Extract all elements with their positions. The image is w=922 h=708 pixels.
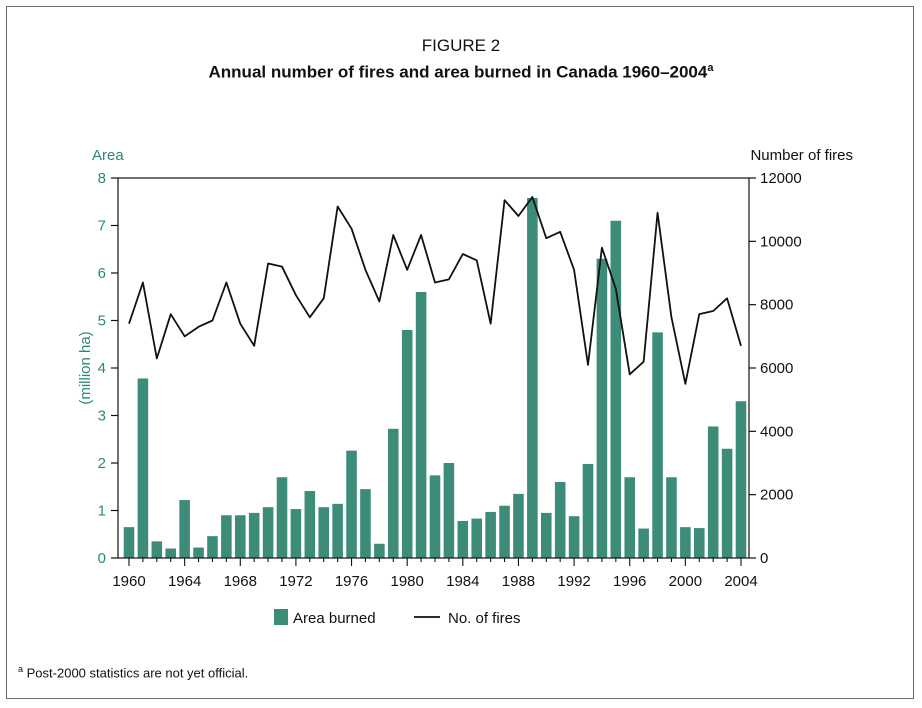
bar-1978 [374, 543, 385, 558]
bar-1983 [443, 463, 455, 558]
right-tick-label: 2000 [760, 487, 793, 504]
figure-frame [6, 6, 914, 699]
legend-area-burned-swatch [274, 609, 288, 625]
fires-line [128, 196, 742, 385]
bar-2001 [693, 528, 705, 558]
x-tick-label: 1984 [446, 573, 479, 590]
figure-title-footnote-marker: a [707, 62, 714, 74]
bar-1990 [540, 512, 552, 559]
x-tick-label: 1988 [502, 573, 535, 590]
left-tick-label: 3 [98, 408, 106, 425]
bar-1966 [207, 536, 218, 558]
x-tick-label: 1980 [390, 573, 423, 590]
left-tick-label: 5 [98, 313, 106, 330]
figure-title: Annual number of fires and area burned i… [0, 62, 922, 83]
left-axis-side-label: (million ha) [77, 331, 94, 404]
bar-1964 [179, 500, 190, 558]
bar-1987 [499, 505, 510, 558]
legend: Area burned No. of fires [274, 609, 521, 627]
bar-1974 [318, 507, 330, 558]
bar-1982 [429, 475, 441, 558]
left-tick-label: 1 [98, 503, 106, 520]
right-tick-label: 6000 [760, 360, 793, 377]
bar-1988 [513, 493, 524, 559]
bar-1994 [596, 258, 608, 558]
left-tick-label: 2 [98, 455, 106, 472]
x-axis: 1960 1964 1968 1972 1976 1980 1984 1988 1992 1996… [112, 558, 758, 590]
bar-1986 [485, 511, 496, 558]
x-tick-label: 2000 [669, 573, 702, 590]
x-tick-label: 1992 [557, 573, 590, 590]
bar-1961 [137, 378, 149, 558]
bar-1963 [165, 548, 177, 558]
bar-1979 [387, 428, 399, 558]
bar-2004 [735, 401, 747, 558]
right-axis: 0 2000 4000 6000 8000 10000 12000 [749, 170, 802, 567]
bar-1970 [262, 507, 274, 558]
bar-1962 [151, 541, 163, 559]
bar-2003 [721, 448, 733, 558]
left-tick-label: 4 [98, 360, 106, 377]
left-axis: 0 1 2 3 4 5 6 7 8 [98, 170, 118, 567]
bar-1999 [666, 477, 677, 558]
bar-1960 [123, 527, 135, 559]
left-tick-label: 7 [98, 218, 106, 235]
right-tick-label: 8000 [760, 297, 793, 314]
bar-1985 [471, 518, 483, 558]
bar-2002 [707, 426, 719, 558]
bar-1992 [568, 516, 580, 558]
figure-label: FIGURE 2 [421, 36, 501, 55]
right-tick-label: 0 [760, 550, 768, 567]
bar-2000 [680, 527, 691, 559]
x-tick-label: 1972 [279, 573, 312, 590]
right-tick-label: 12000 [760, 170, 802, 187]
bar-1968 [234, 515, 246, 558]
footnote-marker: a [18, 664, 24, 674]
bar-1972 [290, 509, 302, 558]
bar-1981 [415, 292, 427, 558]
bar-1977 [360, 489, 371, 559]
bar-1967 [221, 515, 232, 558]
bar-1965 [193, 547, 204, 558]
right-tick-label: 4000 [760, 423, 793, 440]
bar-1984 [457, 520, 469, 558]
figure-title-text: Annual number of fires and area burned i… [208, 62, 708, 82]
bar-1997 [638, 528, 649, 558]
x-tick-label: 1996 [613, 573, 646, 590]
left-tick-label: 6 [98, 265, 106, 282]
legend-fires-label: No. of fires [448, 610, 521, 627]
bar-1995 [610, 220, 622, 558]
bar-1998 [652, 332, 663, 559]
bar-1980 [401, 330, 413, 558]
bar-1976 [346, 450, 357, 558]
x-tick-label: 1964 [168, 573, 201, 590]
left-tick-label: 8 [98, 170, 106, 187]
bar-1973 [304, 491, 316, 558]
footnote: a Post-2000 statistics are not yet offic… [18, 664, 248, 680]
x-tick-label: 1976 [335, 573, 368, 590]
bar-1996 [624, 477, 636, 558]
x-tick-label: 1960 [112, 573, 145, 590]
right-tick-label: 10000 [760, 233, 802, 250]
bars-group [123, 197, 747, 559]
bar-1993 [582, 463, 594, 558]
bar-1969 [248, 512, 260, 559]
bar-1989 [527, 197, 538, 558]
legend-area-burned-label: Area burned [293, 610, 376, 627]
left-axis-top-label: Area [92, 147, 124, 164]
footnote-text: Post-2000 statistics are not yet officia… [26, 665, 249, 681]
x-tick-label: 2004 [724, 573, 757, 590]
bar-1971 [276, 477, 288, 558]
right-axis-top-label: Number of fires [750, 147, 853, 164]
x-tick-label: 1968 [224, 573, 257, 590]
bar-1991 [554, 482, 566, 558]
left-tick-label: 0 [98, 550, 106, 567]
bar-1975 [332, 503, 343, 558]
